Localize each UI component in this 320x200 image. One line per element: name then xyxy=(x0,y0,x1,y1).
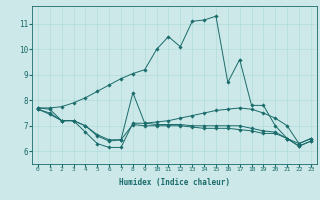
X-axis label: Humidex (Indice chaleur): Humidex (Indice chaleur) xyxy=(119,178,230,187)
